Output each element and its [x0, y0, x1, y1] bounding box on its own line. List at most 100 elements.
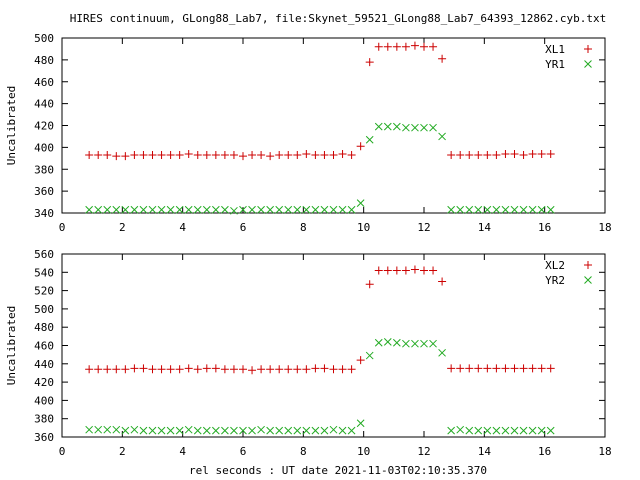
panel-2-x-tick-label: 16 [538, 445, 551, 458]
data-point [356, 199, 365, 208]
data-point [411, 123, 419, 132]
data-point [492, 426, 501, 435]
data-point [257, 205, 265, 214]
data-point [130, 364, 139, 373]
data-point [383, 337, 392, 346]
data-point [257, 365, 266, 374]
data-point [184, 149, 193, 158]
data-point [302, 365, 311, 374]
data-point [229, 151, 238, 160]
data-point [510, 364, 519, 373]
data-point [465, 364, 474, 373]
panel-1-x-tick-label: 12 [417, 221, 430, 234]
data-point [193, 426, 202, 435]
data-point [546, 426, 555, 435]
data-point [402, 123, 410, 132]
data-point [483, 151, 492, 160]
data-point [456, 205, 465, 214]
data-point [121, 426, 130, 435]
data-point [202, 205, 211, 214]
data-point [546, 205, 555, 214]
data-point [275, 205, 284, 214]
data-point [248, 426, 256, 435]
data-point [429, 123, 437, 132]
panel-1-y-tick-label: 360 [34, 185, 54, 198]
data-point [492, 151, 501, 160]
data-point [356, 419, 365, 428]
panel-1-x-tick-label: 10 [357, 221, 370, 234]
data-point [519, 151, 528, 160]
panel-2-x-tick-label: 2 [119, 445, 126, 458]
data-point [130, 425, 139, 434]
data-point [239, 426, 247, 435]
panel-1-y-tick-label: 500 [34, 32, 54, 45]
data-point [266, 365, 275, 374]
data-point [211, 205, 220, 214]
data-point [438, 348, 446, 357]
panel-1-y-tick-label: 400 [34, 141, 54, 154]
panel-1-y-tick-label: 480 [34, 54, 54, 67]
data-point [121, 205, 130, 214]
data-point [392, 266, 401, 275]
data-point [175, 205, 184, 214]
panel-2-x-tick-label: 6 [240, 445, 247, 458]
data-point [392, 338, 401, 347]
panel-1-x-tick-label: 8 [300, 221, 307, 234]
data-point [193, 205, 202, 214]
panel-1-y-tick-label: 460 [34, 76, 54, 89]
panel-2-y-tick-label: 480 [34, 321, 54, 334]
data-point [103, 425, 112, 434]
panel-2-y-tick-label: 540 [34, 266, 54, 279]
data-point [211, 364, 220, 373]
panel-1-legend-label: XL1 [545, 43, 565, 56]
data-point [410, 265, 419, 274]
panel-2-y-tick-label: 400 [34, 394, 54, 407]
panel-1-y-tick-label: 340 [34, 207, 54, 220]
data-point [356, 356, 365, 365]
data-point [130, 151, 139, 160]
data-point [347, 151, 356, 160]
data-point [401, 266, 410, 275]
panel-2-y-tick-label: 440 [34, 358, 54, 371]
panel-1-y-tick-label: 380 [34, 163, 54, 176]
data-point [139, 426, 148, 435]
data-point [248, 366, 257, 375]
data-point [492, 364, 501, 373]
data-point [139, 151, 148, 160]
data-point [175, 151, 184, 160]
panel-2-legend-marker [584, 276, 592, 284]
panel-2-y-tick-label: 360 [34, 431, 54, 444]
data-point [320, 205, 329, 214]
data-point [374, 338, 383, 347]
data-point [383, 42, 392, 51]
data-point [383, 266, 392, 275]
panel-1-series-YR1 [85, 122, 555, 215]
data-point [474, 364, 483, 373]
data-point [166, 426, 175, 435]
data-point [456, 364, 465, 373]
data-point [85, 205, 94, 214]
data-point [157, 426, 166, 435]
data-point [320, 426, 329, 435]
data-point [139, 364, 148, 373]
data-point [284, 205, 293, 214]
data-point [546, 149, 555, 158]
data-point [112, 425, 121, 434]
data-point [184, 364, 193, 373]
panel-1-y-axis-label: Uncalibrated [5, 86, 18, 165]
data-point [374, 122, 383, 131]
data-point [103, 365, 112, 374]
data-point [474, 205, 483, 214]
data-point [293, 426, 302, 435]
data-point [492, 205, 501, 214]
panel-1-plot-frame [61, 37, 606, 214]
data-point [239, 205, 247, 214]
panel-1-x-tick-label: 6 [240, 221, 247, 234]
data-point [456, 151, 465, 160]
data-point [248, 151, 257, 160]
data-point [510, 149, 519, 158]
data-point [139, 205, 148, 214]
data-point [537, 149, 546, 158]
data-point [465, 205, 474, 214]
